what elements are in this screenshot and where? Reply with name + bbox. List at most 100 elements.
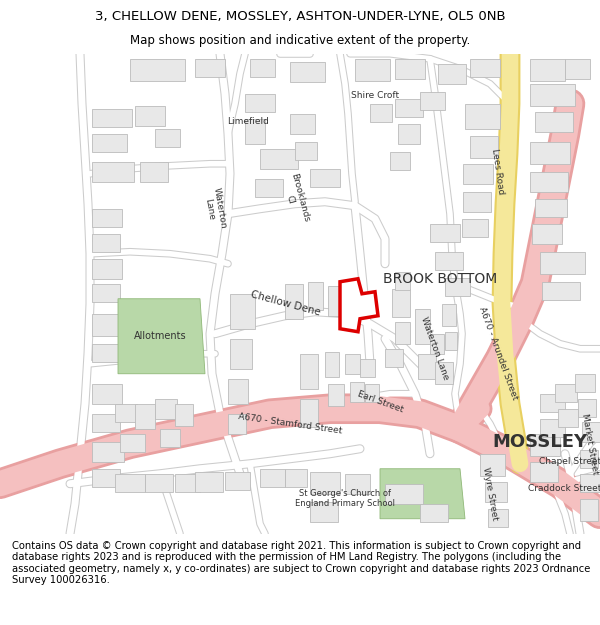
Polygon shape bbox=[395, 322, 410, 344]
Polygon shape bbox=[530, 172, 568, 192]
Polygon shape bbox=[328, 286, 346, 316]
Polygon shape bbox=[145, 474, 173, 492]
Polygon shape bbox=[395, 59, 425, 79]
Polygon shape bbox=[420, 504, 448, 522]
Polygon shape bbox=[115, 474, 145, 492]
Polygon shape bbox=[470, 136, 498, 158]
Polygon shape bbox=[130, 59, 185, 81]
Polygon shape bbox=[540, 419, 565, 437]
Text: Waterton
Lane: Waterton Lane bbox=[202, 187, 228, 231]
Polygon shape bbox=[530, 462, 558, 482]
Polygon shape bbox=[370, 104, 392, 122]
Polygon shape bbox=[390, 152, 410, 170]
Polygon shape bbox=[92, 314, 124, 336]
Polygon shape bbox=[92, 209, 122, 227]
Text: Waterton Lane: Waterton Lane bbox=[419, 316, 451, 381]
Polygon shape bbox=[175, 474, 200, 492]
Polygon shape bbox=[140, 162, 168, 182]
Polygon shape bbox=[582, 422, 600, 442]
Polygon shape bbox=[92, 259, 122, 279]
Text: Contains OS data © Crown copyright and database right 2021. This information is : Contains OS data © Crown copyright and d… bbox=[12, 541, 590, 586]
Polygon shape bbox=[260, 149, 298, 169]
Polygon shape bbox=[355, 59, 390, 81]
Polygon shape bbox=[530, 84, 575, 106]
Polygon shape bbox=[245, 119, 265, 144]
Text: St George's Church of
England Primary School: St George's Church of England Primary Sc… bbox=[295, 489, 395, 509]
Polygon shape bbox=[540, 394, 565, 412]
Polygon shape bbox=[325, 352, 339, 377]
Polygon shape bbox=[385, 484, 423, 504]
Polygon shape bbox=[530, 59, 565, 81]
Polygon shape bbox=[195, 59, 225, 77]
Text: Chapel Street: Chapel Street bbox=[539, 458, 600, 466]
Polygon shape bbox=[488, 509, 508, 527]
Text: BROOK BOTTOM: BROOK BOTTOM bbox=[383, 272, 497, 286]
Polygon shape bbox=[395, 99, 423, 117]
Polygon shape bbox=[310, 472, 340, 494]
Polygon shape bbox=[250, 59, 275, 77]
Polygon shape bbox=[463, 164, 493, 184]
Polygon shape bbox=[92, 384, 122, 404]
Polygon shape bbox=[260, 469, 285, 487]
Polygon shape bbox=[135, 404, 155, 429]
Polygon shape bbox=[395, 272, 410, 290]
Polygon shape bbox=[555, 384, 577, 402]
Polygon shape bbox=[92, 162, 134, 182]
Polygon shape bbox=[575, 374, 595, 392]
Text: A670 - Stamford Street: A670 - Stamford Street bbox=[238, 412, 343, 436]
Polygon shape bbox=[385, 349, 403, 367]
Polygon shape bbox=[92, 469, 120, 487]
Polygon shape bbox=[445, 278, 470, 296]
Text: Brooklands
Cl: Brooklands Cl bbox=[279, 172, 311, 226]
Polygon shape bbox=[340, 279, 378, 332]
Polygon shape bbox=[392, 289, 410, 317]
Polygon shape bbox=[310, 169, 340, 187]
Polygon shape bbox=[160, 429, 180, 447]
Polygon shape bbox=[92, 234, 120, 252]
Text: Lees Road: Lees Road bbox=[490, 148, 506, 195]
Polygon shape bbox=[300, 354, 318, 389]
Polygon shape bbox=[418, 354, 436, 379]
Polygon shape bbox=[578, 399, 596, 417]
Polygon shape bbox=[295, 142, 317, 160]
Polygon shape bbox=[92, 284, 120, 302]
Text: Map shows position and indicative extent of the property.: Map shows position and indicative extent… bbox=[130, 34, 470, 47]
Text: Allotments: Allotments bbox=[134, 331, 187, 341]
Polygon shape bbox=[118, 299, 205, 374]
Polygon shape bbox=[92, 344, 120, 362]
Text: Chellow Dene: Chellow Dene bbox=[249, 289, 321, 318]
Polygon shape bbox=[115, 404, 137, 422]
Text: Wyre Street: Wyre Street bbox=[481, 466, 499, 521]
Text: Earl Street: Earl Street bbox=[356, 389, 404, 414]
Polygon shape bbox=[195, 472, 223, 492]
Polygon shape bbox=[558, 409, 578, 427]
Polygon shape bbox=[462, 219, 488, 237]
Polygon shape bbox=[435, 362, 453, 384]
Polygon shape bbox=[360, 359, 375, 377]
Text: 3, CHELLOW DENE, MOSSLEY, ASHTON-UNDER-LYNE, OL5 0NB: 3, CHELLOW DENE, MOSSLEY, ASHTON-UNDER-L… bbox=[95, 10, 505, 23]
Polygon shape bbox=[465, 104, 500, 129]
Polygon shape bbox=[310, 502, 338, 522]
Text: Market Street: Market Street bbox=[580, 412, 600, 475]
Polygon shape bbox=[328, 384, 344, 406]
Polygon shape bbox=[120, 434, 145, 452]
Polygon shape bbox=[420, 92, 445, 110]
Polygon shape bbox=[442, 304, 456, 326]
Polygon shape bbox=[415, 309, 430, 344]
Polygon shape bbox=[463, 192, 491, 212]
Text: A670 - Arundel Street: A670 - Arundel Street bbox=[477, 306, 519, 401]
Polygon shape bbox=[285, 284, 303, 319]
Polygon shape bbox=[350, 382, 364, 402]
Polygon shape bbox=[225, 472, 250, 490]
Polygon shape bbox=[155, 399, 177, 419]
Polygon shape bbox=[228, 414, 246, 434]
Polygon shape bbox=[228, 379, 248, 404]
Polygon shape bbox=[530, 434, 560, 456]
Polygon shape bbox=[542, 282, 580, 300]
Polygon shape bbox=[398, 124, 420, 144]
Polygon shape bbox=[345, 354, 360, 374]
Polygon shape bbox=[175, 404, 193, 426]
Polygon shape bbox=[92, 134, 127, 152]
Polygon shape bbox=[365, 384, 379, 402]
Polygon shape bbox=[155, 129, 180, 147]
